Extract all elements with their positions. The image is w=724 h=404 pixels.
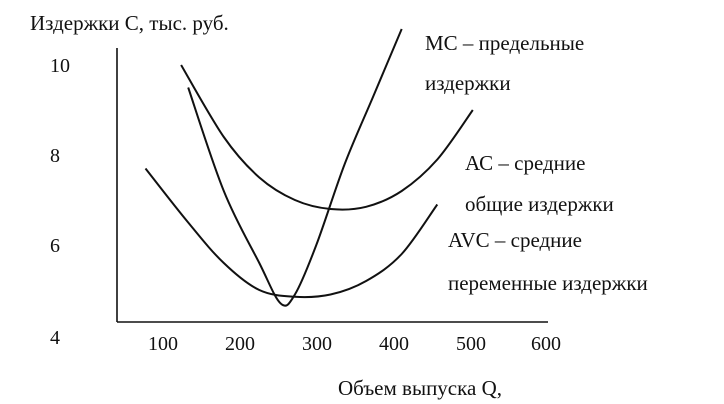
x-tick-label: 300: [302, 333, 332, 355]
y-axis-title: Издержки С, тыс. руб.: [30, 11, 229, 35]
avc-label-line-1: AVC – средние: [448, 228, 582, 252]
avc-curve: [144, 167, 439, 299]
x-tick-label: 100: [148, 333, 178, 355]
x-tick-label: 500: [456, 333, 486, 355]
avc-label-line-2: переменные издержки: [448, 271, 648, 295]
ac-label-line-1: АС – средние: [465, 151, 585, 175]
x-tick-label: 200: [225, 333, 255, 355]
y-tick-label: 6: [50, 235, 60, 257]
ac-curve: [180, 64, 474, 211]
ac-label-line-2: общие издержки: [465, 192, 614, 216]
y-tick-label: 8: [50, 145, 60, 167]
x-tick-label: 600: [531, 333, 561, 355]
x-tick-label: 400: [379, 333, 409, 355]
y-tick-label: 4: [50, 327, 60, 349]
mc-label-line-1: МС – предельные: [425, 31, 584, 55]
x-axis-title: Объем выпуска Q,: [338, 376, 502, 400]
y-tick-label: 10: [50, 55, 70, 77]
mc-label-line-2: издержки: [425, 71, 511, 95]
mc-curve: [187, 28, 403, 307]
